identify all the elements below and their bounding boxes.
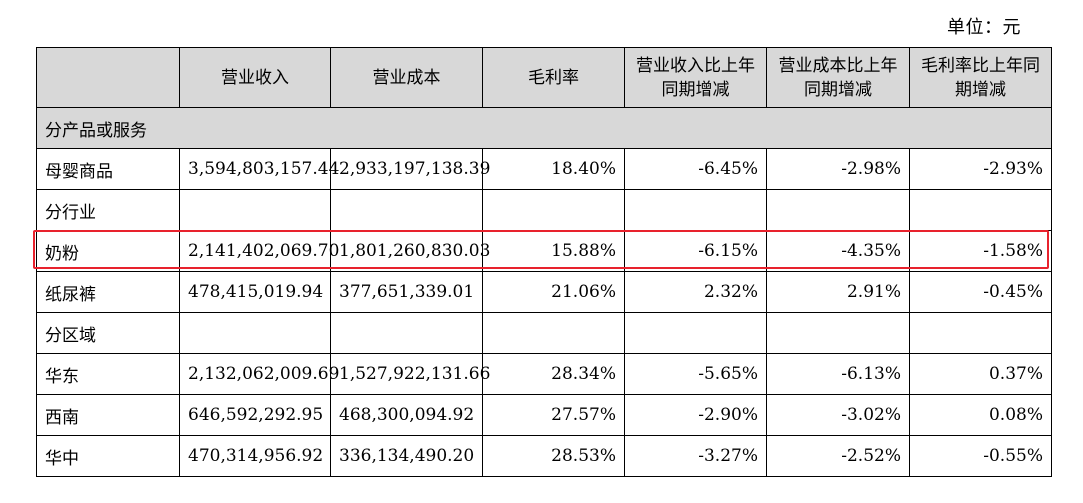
header-cell-revenue-yoy: 营业收入比上年同期增减: [624, 47, 767, 108]
cell-margin-yoy: -0.55%: [909, 435, 1052, 477]
cell-gross-margin: 28.34%: [482, 353, 625, 395]
cell-margin-yoy: -0.45%: [909, 271, 1052, 313]
cell-revenue: 2,132,062,009.69: [179, 353, 339, 395]
header-cell-gross-margin: 毛利率: [482, 47, 625, 108]
cell-gross-margin: 15.88%: [482, 230, 625, 272]
cell-empty: [482, 189, 625, 231]
cell-cost: 336,134,490.20: [330, 435, 483, 477]
cell-cost-yoy: -2.52%: [766, 435, 910, 477]
cell-gross-margin: 21.06%: [482, 271, 625, 313]
row-label: 分区域: [36, 312, 180, 354]
table-row-subsection: 分行业: [36, 189, 1052, 231]
row-label: 分行业: [36, 189, 180, 231]
unit-label: 单位：元: [947, 17, 1021, 38]
cell-cost-yoy: -2.98%: [766, 148, 910, 190]
cell-empty: [179, 189, 331, 231]
table-row: 西南 646,592,292.95 468,300,094.92 27.57% …: [36, 394, 1052, 436]
table-row-subsection: 分区域: [36, 312, 1052, 354]
cell-cost: 468,300,094.92: [330, 394, 483, 436]
table-row: 华中 470,314,956.92 336,134,490.20 28.53% …: [36, 435, 1052, 477]
cell-cost: 1,801,260,830.03: [330, 230, 490, 272]
cell-margin-yoy: -1.58%: [909, 230, 1052, 272]
cell-gross-margin: 28.53%: [482, 435, 625, 477]
cell-revenue: 470,314,956.92: [179, 435, 331, 477]
section-row-product: 分产品或服务: [36, 107, 1052, 149]
header-cell-empty: [36, 47, 180, 108]
header-row: 营业收入 营业成本 毛利率 营业收入比上年同期增减 营业成本比上年同期增减 毛利…: [36, 47, 1052, 108]
row-label: 纸尿裤: [36, 271, 180, 313]
cell-cost-yoy: 2.91%: [766, 271, 910, 313]
cell-cost: 377,651,339.01: [330, 271, 483, 313]
cell-cost-yoy: -3.02%: [766, 394, 910, 436]
cell-empty: [909, 312, 1052, 354]
cell-revenue-yoy: -2.90%: [624, 394, 767, 436]
cell-empty: [482, 312, 625, 354]
cell-cost-yoy: -6.13%: [766, 353, 910, 395]
cell-revenue: 2,141,402,069.70: [179, 230, 339, 272]
row-label: 华东: [36, 353, 180, 395]
header-cell-revenue: 营业收入: [179, 47, 331, 108]
table-row: 纸尿裤 478,415,019.94 377,651,339.01 21.06%…: [36, 271, 1052, 313]
cell-empty: [330, 189, 483, 231]
cell-revenue-yoy: -6.15%: [624, 230, 767, 272]
cell-gross-margin: 18.40%: [482, 148, 625, 190]
cell-margin-yoy: -2.93%: [909, 148, 1052, 190]
cell-empty: [766, 189, 910, 231]
cell-revenue-yoy: -5.65%: [624, 353, 767, 395]
cell-empty: [766, 312, 910, 354]
cell-cost: 1,527,922,131.66: [330, 353, 490, 395]
cell-empty: [624, 312, 767, 354]
cell-empty: [330, 312, 483, 354]
cell-revenue-yoy: -3.27%: [624, 435, 767, 477]
header-cell-cost-yoy: 营业成本比上年同期增减: [766, 47, 910, 108]
cell-margin-yoy: 0.08%: [909, 394, 1052, 436]
header-cell-cost: 营业成本: [330, 47, 483, 108]
row-label: 华中: [36, 435, 180, 477]
header-cell-margin-yoy: 毛利率比上年同期增减: [909, 47, 1052, 108]
cell-empty: [909, 189, 1052, 231]
cell-revenue: 3,594,803,157.44: [179, 148, 339, 190]
table-row-highlighted: 奶粉 2,141,402,069.70 1,801,260,830.03 15.…: [36, 230, 1052, 272]
cell-revenue: 478,415,019.94: [179, 271, 331, 313]
cell-gross-margin: 27.57%: [482, 394, 625, 436]
cell-revenue-yoy: 2.32%: [624, 271, 767, 313]
table-row: 华东 2,132,062,009.69 1,527,922,131.66 28.…: [36, 353, 1052, 395]
cell-revenue-yoy: -6.45%: [624, 148, 767, 190]
table-row: 母婴商品 3,594,803,157.44 2,933,197,138.39 1…: [36, 148, 1052, 190]
section-label: 分产品或服务: [36, 107, 1052, 149]
cell-cost-yoy: -4.35%: [766, 230, 910, 272]
cell-cost: 2,933,197,138.39: [330, 148, 490, 190]
row-label: 奶粉: [36, 230, 180, 272]
row-label: 母婴商品: [36, 148, 180, 190]
cell-empty: [624, 189, 767, 231]
cell-margin-yoy: 0.37%: [909, 353, 1052, 395]
cell-empty: [179, 312, 331, 354]
cell-revenue: 646,592,292.95: [179, 394, 331, 436]
financial-table: 营业收入 营业成本 毛利率 营业收入比上年同期增减 营业成本比上年同期增减 毛利…: [36, 47, 1052, 477]
row-label: 西南: [36, 394, 180, 436]
